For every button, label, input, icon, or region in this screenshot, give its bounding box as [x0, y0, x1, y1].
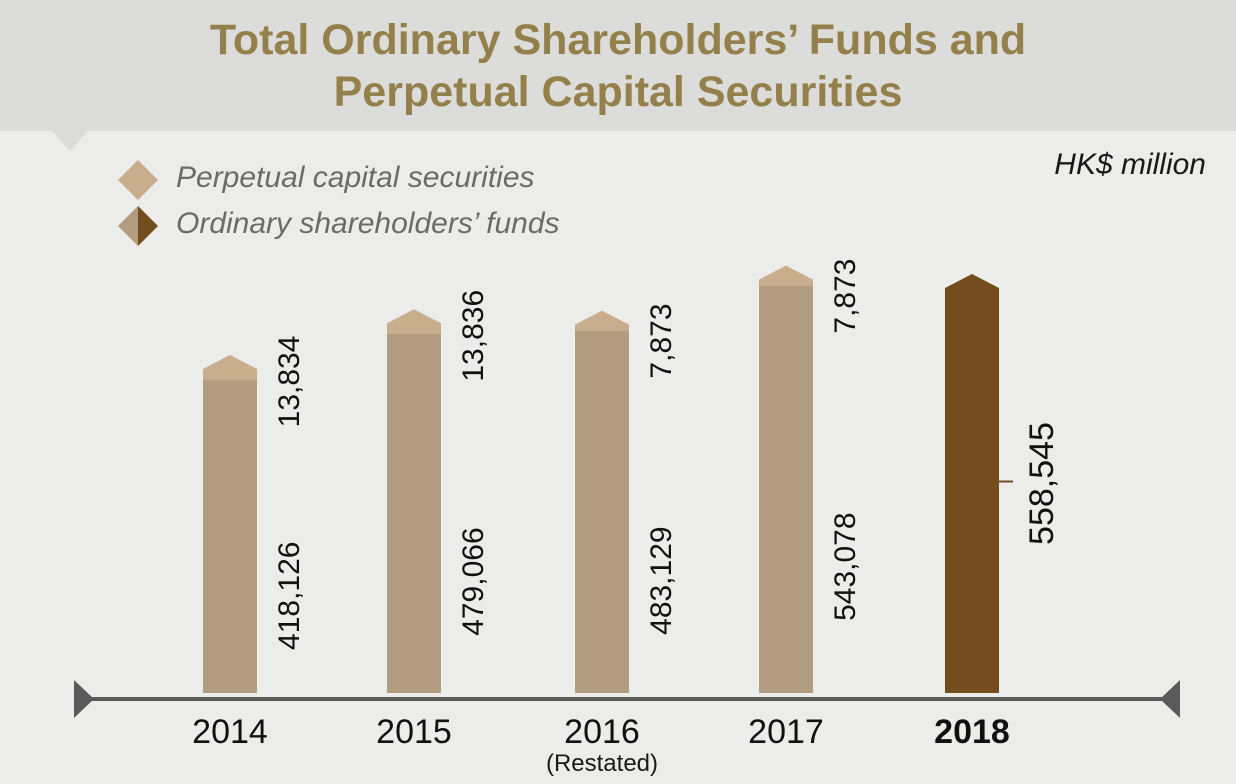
- value-label-perpetual-2015: 13,836: [457, 290, 490, 382]
- value-labels-group: 418,126 13,834 479,066 13,836 483,129 7,873 54…: [273, 259, 1061, 650]
- legend-label-perpetual: Perpetual capital securities: [176, 161, 535, 194]
- legend-label-ordinary: Ordinary shareholders’ funds: [176, 207, 560, 240]
- value-label-ordinary-2014: 418,126: [273, 542, 306, 650]
- x-tick-label-2014: 2014: [192, 713, 268, 751]
- bar-ordinary-2017: [759, 285, 813, 693]
- value-label-perpetual-2014: 13,834: [273, 336, 306, 428]
- axis-left-arrow-icon: [74, 680, 94, 718]
- bar-ordinary-2018: [945, 274, 999, 693]
- value-label-ordinary-2015: 479,066: [457, 527, 490, 635]
- axis-right-arrow-icon: [1160, 680, 1180, 718]
- bar-perpetual-2017: [759, 265, 813, 286]
- title-banner: [0, 0, 1236, 131]
- bar-perpetual-2015: [387, 309, 441, 334]
- chart-title-line-2: Perpetual Capital Securities: [333, 68, 903, 116]
- value-label-ordinary-2018: 558,545: [1023, 422, 1061, 545]
- x-tick-label-2015: 2015: [376, 713, 452, 751]
- value-label-ordinary-2017: 543,078: [829, 512, 862, 620]
- x-tick-label-2016: 2016: [564, 713, 640, 751]
- bar-ordinary-2014: [203, 379, 257, 693]
- x-tick-label-2017: 2017: [748, 713, 824, 751]
- bar-perpetual-2014: [203, 354, 257, 380]
- bar-ordinary-2015: [387, 333, 441, 693]
- bar-ordinary-2016: [575, 330, 629, 693]
- unit-label: HK$ million: [1054, 148, 1206, 181]
- value-label-perpetual-2016: 7,873: [645, 303, 678, 378]
- title-banner-pointer: [52, 131, 88, 151]
- x-axis: [74, 680, 1180, 718]
- half-diamond-icon: [118, 206, 158, 246]
- chart-title: Total Ordinary Shareholders’ Funds and P…: [0, 14, 1236, 118]
- chart-title-line-1: Total Ordinary Shareholders’ Funds and: [209, 16, 1027, 64]
- value-label-perpetual-2017: 7,873: [829, 259, 862, 334]
- diamond-icon: [118, 160, 158, 200]
- bars-group: [203, 265, 999, 693]
- x-tick-label-2018: 2018: [934, 713, 1010, 751]
- bar-perpetual-2016: [575, 310, 629, 331]
- value-label-ordinary-2016: 483,129: [645, 526, 678, 634]
- x-tick-note: (Restated): [545, 750, 659, 777]
- x-tick-labels: 2014 2015 2016 2017 2018: [192, 713, 1010, 751]
